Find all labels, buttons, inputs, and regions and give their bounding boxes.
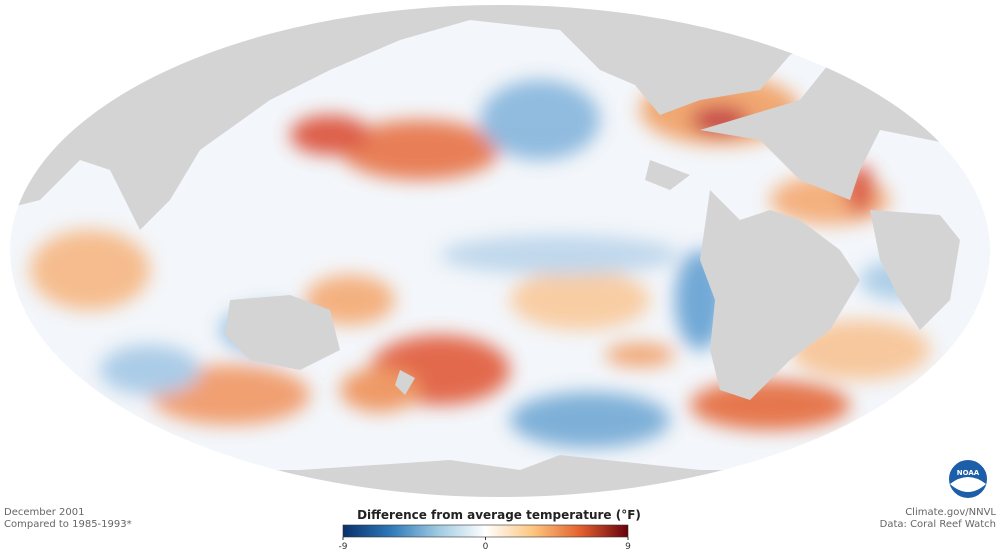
logo-text: NOAA bbox=[957, 469, 980, 477]
baseline-label: Compared to 1985-1993* bbox=[4, 519, 132, 530]
legend-tick-label: -9 bbox=[339, 542, 348, 552]
legend-title: Difference from average temperature (°F) bbox=[357, 508, 641, 522]
legend-tick-label: 0 bbox=[483, 542, 489, 552]
color-legend: Difference from average temperature (°F)… bbox=[339, 508, 641, 552]
noaa-logo: NOAA bbox=[947, 458, 989, 500]
legend-tick-label: 9 bbox=[625, 542, 631, 552]
source-label: Data: Coral Reef Watch bbox=[880, 519, 996, 530]
credit-label: Climate.gov/NNVL bbox=[905, 507, 996, 518]
legend-bar bbox=[342, 524, 629, 538]
date-label: December 2001 bbox=[4, 507, 84, 518]
